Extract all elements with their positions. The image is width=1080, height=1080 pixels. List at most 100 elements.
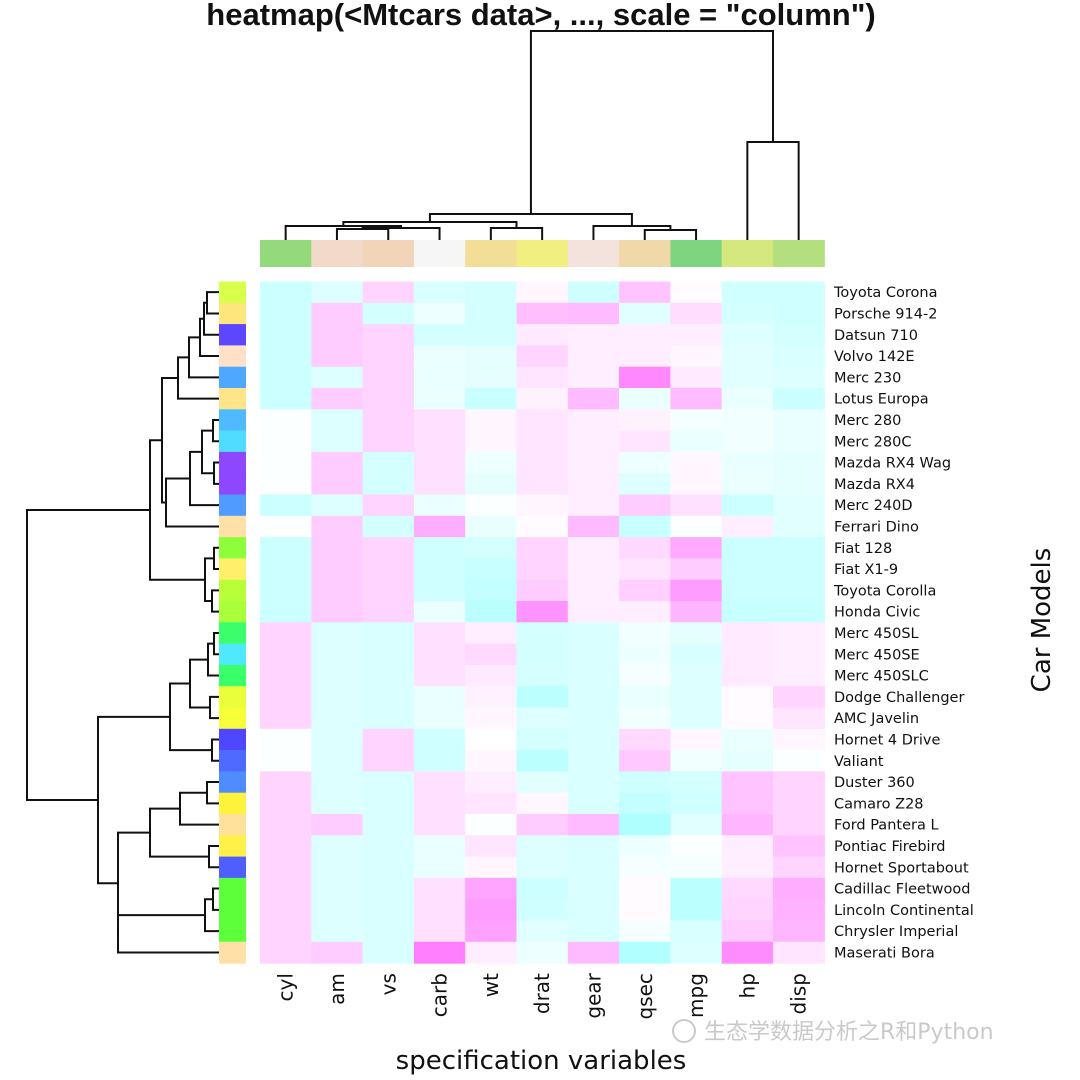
heat-cell: [311, 281, 364, 304]
heat-cell: [567, 579, 620, 602]
heat-cell: [465, 771, 518, 794]
heat-cell: [619, 409, 671, 432]
heat-cell: [413, 814, 466, 836]
heat-cell: [516, 494, 569, 517]
heat-cell: [311, 388, 364, 410]
heat-cell: [773, 451, 825, 474]
row-label: Dodge Challenger: [834, 690, 964, 706]
heat-cell: [567, 302, 620, 325]
row-side-color: [219, 515, 246, 538]
dendrogram-branch: [489, 227, 544, 240]
heat-cell: [260, 686, 312, 709]
column-side-color: [260, 240, 312, 267]
heat-cell: [465, 345, 518, 368]
dendrogram-branch: [165, 477, 219, 528]
dendrogram-branch: [149, 439, 205, 581]
heat-cell: [413, 856, 466, 879]
heat-cell: [260, 750, 312, 772]
column-side-colors: [260, 240, 825, 267]
heat-cell: [516, 814, 569, 836]
heat-cell: [413, 707, 466, 730]
heat-cell: [413, 515, 466, 538]
heat-cell: [260, 835, 312, 858]
heat-cell: [773, 707, 825, 730]
row-side-color: [219, 877, 246, 900]
row-label: Merc 450SLC: [834, 669, 929, 685]
heat-cell: [465, 643, 518, 666]
heat-cell: [619, 388, 671, 410]
heat-cell: [619, 686, 671, 709]
heat-cell: [670, 899, 723, 922]
row-label: Datsun 710: [834, 328, 918, 344]
heat-cell: [413, 494, 466, 517]
heat-cell: [619, 750, 671, 772]
heat-cell: [311, 345, 364, 368]
heat-cell: [413, 792, 466, 815]
column-side-color: [465, 240, 518, 267]
heat-cell: [619, 792, 671, 815]
heat-cell: [721, 899, 774, 922]
heat-cell: [567, 856, 620, 879]
heat-cell: [670, 856, 723, 879]
heat-cell: [362, 345, 415, 368]
row-label: Merc 280: [834, 413, 901, 429]
heat-cell: [773, 920, 825, 943]
heat-cell: [773, 728, 825, 751]
heat-cell: [465, 409, 518, 432]
heat-cell: [362, 473, 415, 496]
heat-cell: [465, 686, 518, 709]
heat-cell: [670, 814, 723, 836]
heat-cell: [413, 473, 466, 496]
heat-cell: [362, 728, 415, 751]
heat-cell: [311, 430, 364, 453]
heat-cell: [465, 622, 518, 645]
heat-cell: [773, 537, 825, 559]
heat-cell: [362, 537, 415, 559]
heat-cell: [260, 409, 312, 432]
heat-cell: [721, 622, 774, 645]
heat-cell: [773, 686, 825, 709]
heat-cell: [413, 664, 466, 687]
heat-cell: [567, 409, 620, 432]
row-side-color: [219, 686, 246, 709]
row-label: Merc 230: [834, 370, 901, 386]
row-label: Ford Pantera L: [834, 818, 939, 834]
dendrogram-branch: [206, 781, 219, 805]
heat-cell: [413, 899, 466, 922]
column-side-color: [567, 240, 620, 267]
row-side-color: [219, 324, 246, 346]
heat-cell: [670, 281, 723, 304]
heat-cell: [413, 601, 466, 623]
row-side-color: [219, 920, 246, 943]
heat-cell: [619, 324, 671, 346]
heat-cell: [465, 324, 518, 346]
row-dendrogram: [26, 291, 219, 954]
dendrogram-branch: [212, 418, 219, 443]
heat-cell: [721, 601, 774, 623]
row-side-color: [219, 302, 246, 325]
heat-cell: [516, 877, 569, 900]
heat-cell: [260, 771, 312, 794]
heat-cell: [773, 835, 825, 858]
row-label: Mazda RX4 Wag: [834, 456, 951, 472]
heat-cell: [311, 622, 364, 645]
row-side-color: [219, 899, 246, 922]
heat-cell: [413, 537, 466, 559]
column-label: mpg: [684, 973, 708, 1018]
row-label: Valiant: [834, 754, 884, 770]
column-side-color: [773, 240, 825, 267]
heat-cell: [721, 324, 774, 346]
heat-cell: [516, 835, 569, 858]
heat-cell: [619, 707, 671, 730]
heat-cell: [516, 515, 569, 538]
heat-cell: [670, 707, 723, 730]
wechat-icon: [672, 1019, 696, 1043]
row-label: Hornet 4 Drive: [834, 732, 940, 748]
chart-title: heatmap(<Mtcars data>, ..., scale = "col…: [206, 0, 875, 32]
row-label: Hornet Sportabout: [834, 860, 969, 876]
row-side-color: [219, 409, 246, 432]
heat-cell: [670, 643, 723, 666]
heat-cell: [362, 622, 415, 645]
heat-cell: [465, 941, 518, 964]
